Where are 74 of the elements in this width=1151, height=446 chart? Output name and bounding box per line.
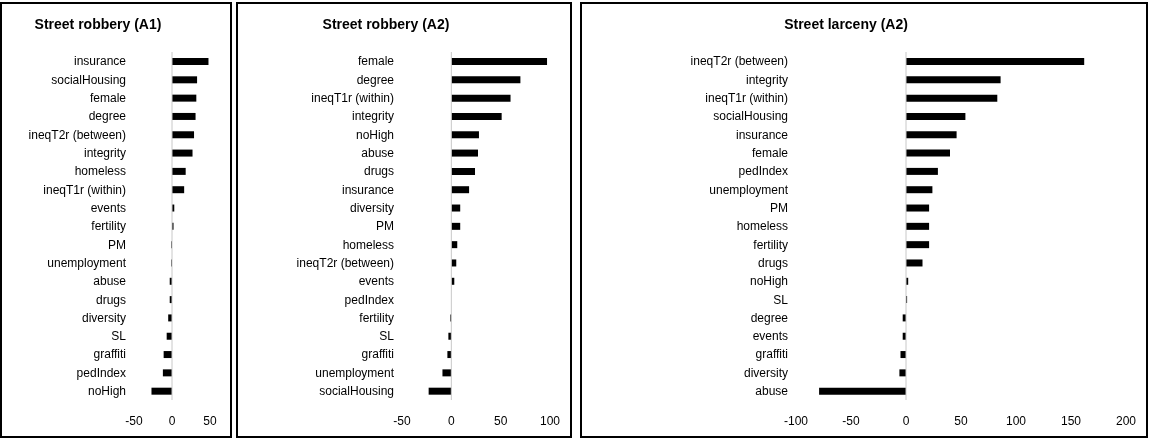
- y-tick-label: PM: [376, 219, 394, 234]
- y-tick-label: integrity: [351, 109, 394, 124]
- y-tick-label: abuse: [93, 274, 127, 289]
- x-tick-label: 0: [168, 413, 176, 428]
- y-tick-label: fertility: [359, 310, 394, 325]
- y-tick-label: insurance: [341, 182, 395, 197]
- y-tick-label: unemployment: [47, 255, 127, 270]
- y-tick-label: socialHousing: [319, 384, 394, 399]
- y-tick-label: pedIndex: [738, 164, 788, 179]
- y-tick-label: diversity: [349, 200, 394, 215]
- y-tick-label: events: [90, 200, 126, 215]
- y-tick-label: female: [89, 91, 127, 106]
- y-tick-label: pedIndex: [76, 365, 126, 380]
- y-tick-label: events: [752, 329, 788, 344]
- x-tick-label: 100: [539, 413, 561, 428]
- y-tick-label: diversity: [743, 365, 788, 380]
- y-tick-label: SL: [111, 329, 127, 344]
- y-tick-label: graffiti: [755, 347, 788, 362]
- y-tick-label: abuse: [361, 146, 395, 160]
- chart-title: Street robbery (A2): [321, 16, 451, 32]
- y-tick-label: ineqT1r (within): [705, 91, 788, 106]
- x-tick-label: 150: [1060, 413, 1082, 428]
- y-tick-label: PM: [770, 200, 788, 215]
- y-tick-label: events: [358, 274, 394, 289]
- x-tick-label: 50: [954, 413, 968, 428]
- x-tick-label: 0: [447, 413, 455, 428]
- chart-title: Street robbery (A1): [33, 16, 163, 32]
- y-tick-label: diversity: [81, 310, 126, 325]
- y-tick-label: unemployment: [709, 182, 789, 197]
- y-tick-label: drugs: [95, 292, 126, 307]
- x-tick-label: 100: [1005, 413, 1027, 428]
- y-tick-label: female: [357, 54, 395, 69]
- y-tick-label: degree: [88, 109, 127, 124]
- y-tick-label: graffiti: [361, 347, 394, 362]
- y-tick-label: fertility: [91, 219, 126, 234]
- y-tick-label: insurance: [73, 54, 127, 69]
- y-tick-label: female: [751, 146, 789, 160]
- y-tick-label: SL: [379, 329, 395, 344]
- y-tick-label: drugs: [757, 255, 788, 270]
- y-tick-label: degree: [356, 72, 395, 87]
- y-tick-label: degree: [750, 310, 789, 325]
- x-tick-label: -50: [125, 413, 143, 428]
- y-tick-label: ineqT1r (within): [43, 182, 126, 197]
- y-tick-label: ineqT2r (between): [690, 54, 788, 69]
- y-tick-label: ineqT1r (within): [311, 91, 394, 106]
- x-tick-label: -100: [783, 413, 809, 428]
- x-tick-label: -50: [842, 413, 860, 428]
- y-tick-label: PM: [108, 237, 126, 252]
- chart-title: Street larceny (A2): [783, 16, 909, 32]
- y-tick-label: socialHousing: [713, 109, 788, 124]
- y-tick-label: SL: [773, 292, 789, 307]
- y-tick-label: unemployment: [315, 365, 395, 380]
- y-tick-label: homeless: [74, 164, 126, 179]
- y-tick-label: abuse: [755, 384, 789, 399]
- y-tick-label: pedIndex: [344, 292, 394, 307]
- y-tick-label: homeless: [736, 219, 788, 234]
- y-tick-label: ineqT2r (between): [28, 127, 126, 142]
- y-tick-label: integrity: [745, 72, 788, 87]
- x-tick-label: 0: [902, 413, 910, 428]
- y-tick-label: socialHousing: [51, 72, 126, 87]
- y-tick-label: ineqT2r (between): [296, 255, 394, 270]
- y-tick-label: noHigh: [749, 274, 788, 289]
- y-tick-label: insurance: [735, 127, 789, 142]
- y-tick-label: fertility: [753, 237, 788, 252]
- y-tick-label: drugs: [363, 164, 394, 179]
- y-tick-label: graffiti: [93, 347, 126, 362]
- x-tick-label: 50: [203, 413, 217, 428]
- y-tick-label: homeless: [342, 237, 394, 252]
- x-tick-label: -50: [393, 413, 411, 428]
- y-tick-label: noHigh: [355, 127, 394, 142]
- x-tick-label: 200: [1115, 413, 1137, 428]
- x-tick-label: 50: [493, 413, 508, 428]
- y-tick-label: integrity: [83, 146, 126, 160]
- y-tick-label: noHigh: [87, 384, 126, 399]
